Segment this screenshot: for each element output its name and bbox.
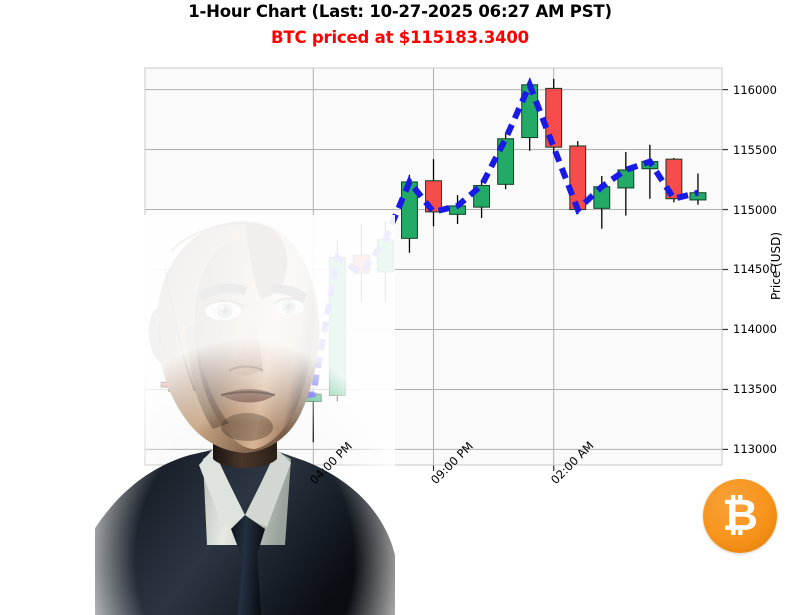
y-axis-tick-label: 115500 <box>733 142 777 157</box>
candlestick <box>328 240 346 402</box>
y-axis-tick-label: 114000 <box>733 322 777 337</box>
candle-body <box>545 87 563 148</box>
candlestick-plot <box>144 67 728 471</box>
candle-body <box>376 239 394 273</box>
y-axis-label: Price (USD) <box>769 231 784 300</box>
candle-body <box>569 145 587 211</box>
y-axis-tick-label: 113500 <box>733 382 777 397</box>
y-axis-tick-label: 114500 <box>733 262 777 277</box>
y-axis-tick-label: 115000 <box>733 202 777 217</box>
chart-title: 1-Hour Chart (Last: 10-27-2025 06:27 AM … <box>188 2 612 21</box>
y-axis-tick-label: 113000 <box>733 442 777 457</box>
chart-subtitle-price: BTC priced at $115183.3400 <box>271 28 529 47</box>
y-axis-tick-label: 116000 <box>733 82 777 97</box>
bitcoin-logo: ₿ <box>703 479 777 553</box>
bitcoin-glyph: ₿ <box>722 490 758 541</box>
chart-screenshot: 1-Hour Chart (Last: 10-27-2025 06:27 AM … <box>95 2 784 615</box>
